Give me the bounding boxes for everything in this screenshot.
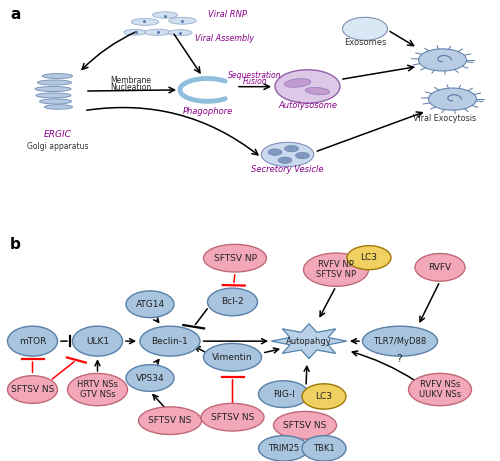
- Text: Beclin-1: Beclin-1: [152, 337, 188, 346]
- Ellipse shape: [144, 29, 171, 35]
- Ellipse shape: [169, 17, 196, 24]
- Text: ?: ?: [396, 355, 402, 364]
- Text: Phagophore: Phagophore: [182, 107, 232, 116]
- Text: Secretory Vesicle: Secretory Vesicle: [252, 165, 324, 174]
- Text: Viral Assembly: Viral Assembly: [195, 35, 254, 43]
- Text: TBK1: TBK1: [313, 444, 335, 453]
- Text: ATG14: ATG14: [136, 300, 164, 309]
- Text: Autopahgy: Autopahgy: [286, 337, 332, 346]
- Circle shape: [428, 88, 476, 110]
- Ellipse shape: [275, 70, 340, 103]
- Ellipse shape: [408, 373, 472, 406]
- Ellipse shape: [44, 105, 72, 109]
- Ellipse shape: [306, 88, 330, 95]
- Ellipse shape: [261, 142, 314, 166]
- Ellipse shape: [126, 291, 174, 318]
- Ellipse shape: [131, 18, 159, 25]
- Text: Viral Exocytosis: Viral Exocytosis: [414, 114, 476, 123]
- Ellipse shape: [35, 87, 71, 92]
- Ellipse shape: [204, 343, 262, 371]
- Text: RVFV NSs
UUKV NSs: RVFV NSs UUKV NSs: [419, 380, 461, 399]
- Text: Sequestration: Sequestration: [228, 71, 282, 80]
- Ellipse shape: [274, 411, 336, 439]
- Ellipse shape: [415, 254, 465, 281]
- Text: Bcl-2: Bcl-2: [221, 297, 244, 307]
- Ellipse shape: [302, 436, 346, 461]
- Text: SFTSV NS: SFTSV NS: [11, 385, 54, 394]
- Text: mTOR: mTOR: [19, 337, 46, 346]
- Circle shape: [296, 153, 310, 159]
- Text: VPS34: VPS34: [136, 373, 164, 383]
- Ellipse shape: [38, 80, 72, 85]
- Text: Membrane: Membrane: [110, 77, 152, 85]
- Circle shape: [418, 49, 467, 71]
- Ellipse shape: [42, 73, 72, 79]
- Ellipse shape: [284, 79, 311, 87]
- Ellipse shape: [208, 288, 258, 316]
- Ellipse shape: [362, 326, 438, 356]
- Ellipse shape: [152, 12, 178, 18]
- Circle shape: [278, 157, 292, 164]
- Circle shape: [284, 146, 298, 152]
- Ellipse shape: [347, 246, 391, 270]
- Ellipse shape: [68, 373, 128, 406]
- Ellipse shape: [8, 376, 58, 403]
- Text: TRIM25: TRIM25: [268, 444, 299, 453]
- Ellipse shape: [140, 326, 200, 356]
- Text: ERGIC: ERGIC: [44, 130, 72, 139]
- Circle shape: [268, 149, 282, 155]
- Text: RVFV NP
SFTSV NP: RVFV NP SFTSV NP: [316, 260, 356, 279]
- Text: SFTSV NS: SFTSV NS: [211, 413, 254, 422]
- Text: Autolysosome: Autolysosome: [278, 101, 337, 110]
- Text: RVFV: RVFV: [428, 263, 452, 272]
- Ellipse shape: [302, 384, 346, 409]
- Text: Vimentin: Vimentin: [212, 353, 253, 362]
- Text: SFTSV NS: SFTSV NS: [284, 421, 327, 430]
- Text: Golgi apparatus: Golgi apparatus: [27, 142, 88, 151]
- Text: SFTSV NS: SFTSV NS: [148, 416, 192, 425]
- Ellipse shape: [138, 407, 202, 434]
- Ellipse shape: [258, 381, 308, 408]
- Ellipse shape: [342, 17, 388, 41]
- Text: SFTSV NP: SFTSV NP: [214, 254, 256, 263]
- Ellipse shape: [40, 99, 72, 104]
- Text: Fusion: Fusion: [242, 77, 268, 86]
- Text: a: a: [10, 7, 20, 22]
- Ellipse shape: [36, 93, 71, 98]
- Text: HRTV NSs
GTV NSs: HRTV NSs GTV NSs: [77, 380, 118, 399]
- Text: LC3: LC3: [316, 392, 332, 401]
- Ellipse shape: [168, 30, 192, 36]
- Ellipse shape: [304, 253, 368, 286]
- Text: LC3: LC3: [360, 253, 378, 262]
- Text: RIG-I: RIG-I: [272, 390, 294, 399]
- Text: Exosomes: Exosomes: [344, 38, 386, 47]
- Text: Viral RNP: Viral RNP: [208, 10, 246, 18]
- Ellipse shape: [258, 436, 308, 461]
- Ellipse shape: [8, 326, 58, 356]
- Ellipse shape: [201, 403, 264, 431]
- Text: ULK1: ULK1: [86, 337, 109, 346]
- Ellipse shape: [124, 30, 146, 35]
- Ellipse shape: [204, 244, 266, 272]
- Ellipse shape: [72, 326, 122, 356]
- Text: TLR7/MyD88: TLR7/MyD88: [374, 337, 426, 346]
- Polygon shape: [272, 324, 346, 359]
- Ellipse shape: [126, 365, 174, 391]
- Text: Nucleation: Nucleation: [110, 83, 152, 92]
- Text: b: b: [10, 237, 21, 253]
